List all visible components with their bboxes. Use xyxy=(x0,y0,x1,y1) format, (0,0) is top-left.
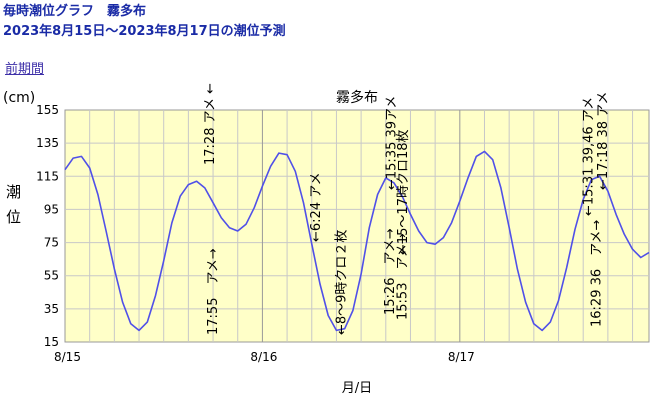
plot-area xyxy=(64,109,650,343)
x-tick-label-8-15: 8/15 xyxy=(54,350,81,364)
page-title: 毎時潮位グラフ 霧多布 xyxy=(3,4,147,19)
annotation-1: 17:28 アメ ← xyxy=(203,83,218,165)
x-tick-label-8-16: 8/16 xyxy=(250,350,277,364)
y-tick-label-55: 55 xyxy=(44,269,59,283)
annotation-9: ←15:31 39,46 アメ xyxy=(581,97,596,216)
y-tick-label-35: 35 xyxy=(44,302,59,316)
x-axis-label: 月/日 xyxy=(342,381,372,396)
y-tick-label-75: 75 xyxy=(44,236,59,250)
tide-line xyxy=(64,150,650,332)
y-tick-label-155: 155 xyxy=(36,103,59,117)
annotation-2: 17:55 アメ→ xyxy=(206,248,221,335)
annotation-5: ←15:35 39アメ xyxy=(385,96,400,190)
annotation-10: ←17:18 38 アメ xyxy=(596,91,611,190)
y-tick-label-15: 15 xyxy=(44,335,59,349)
y-tick-label-135: 135 xyxy=(36,136,59,150)
chart-title: 霧多布 xyxy=(336,89,378,106)
annotation-11: 16:29 36 アメ→ xyxy=(590,220,605,327)
y-axis-label-2: 位 xyxy=(6,208,21,226)
y-tick-label-95: 95 xyxy=(44,202,59,216)
x-tick-label-8-17: 8/17 xyxy=(448,350,475,364)
annotation-6: ←15～17時クロ18枚 xyxy=(396,129,411,255)
annotation-3: ←6:24 アメ xyxy=(309,172,324,242)
annotation-8: 15:53 アメ→ xyxy=(395,233,410,320)
y-tick-label-115: 115 xyxy=(36,169,59,183)
previous-period-link[interactable]: 前期間 xyxy=(5,62,45,77)
unit-label: (cm) xyxy=(3,90,35,106)
annotation-7: 15:26 アメ→ xyxy=(383,228,398,315)
y-axis-label-1: 潮 xyxy=(6,183,21,201)
annotation-4: ←8～9時クロ２枚 xyxy=(335,230,350,335)
page-subtitle: 2023年8月15日～2023年8月17日の潮位予測 xyxy=(3,24,286,39)
